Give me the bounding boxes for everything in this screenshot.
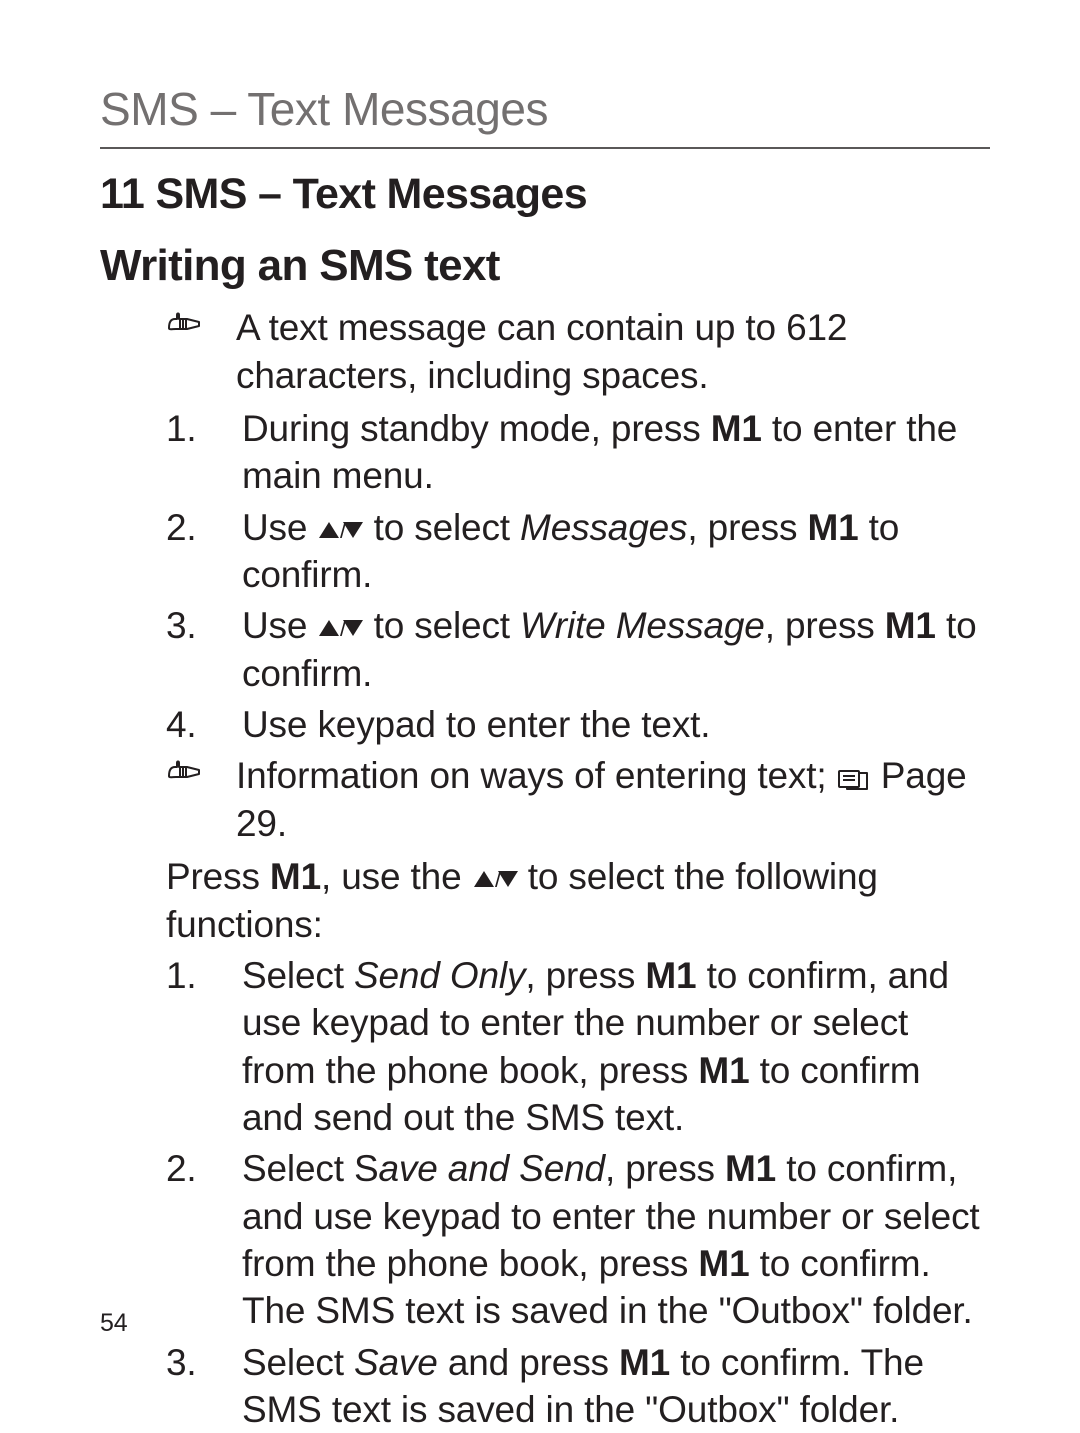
list-text: Use / to select Write Message, press M1 … [242,602,990,697]
text-run: Select S [242,1148,379,1189]
section-title: Writing an SMS text [100,238,990,294]
body-text: A text message can contain up to 612 cha… [100,304,990,1433]
note-block: A text message can contain up to 612 cha… [166,304,990,399]
key-label: M1 [711,408,762,449]
list-text: During standby mode, press M1 to enter t… [242,405,990,500]
text-run: , press [605,1148,725,1189]
list-item: 2. Select Save and Send, press M1 to con… [166,1145,990,1334]
list-number: 1. [166,952,242,1141]
list-text: Select Save and Send, press M1 to confir… [242,1145,990,1334]
text-run: , press [525,955,645,996]
text-run: Use [242,605,317,646]
chapter-name: SMS – Text Messages [155,170,586,218]
list-number: 2. [166,504,242,599]
menu-name: ave and Send [379,1148,605,1189]
svg-text:/: / [495,867,502,891]
list-text: Select Save and press M1 to confirm. The… [242,1339,990,1433]
key-label: M1 [885,605,936,646]
page-number: 54 [100,1307,128,1339]
list-item: 3. Use / to select Write Message, press … [166,602,990,697]
text-run: Information on ways of entering text; [236,755,837,796]
list-item: 2. Use / to select Messages, press M1 to… [166,504,990,599]
svg-text:/: / [340,616,347,640]
key-label: M1 [698,1243,749,1284]
list-number: 1. [166,405,242,500]
pointing-hand-icon [166,752,236,847]
list-item: 4. Use keypad to enter the text. [166,701,990,748]
up-down-arrows-icon: / [472,856,518,897]
key-label: M1 [270,856,321,897]
list-number: 3. [166,602,242,697]
up-down-arrows-icon: / [317,605,363,646]
page-ref-icon [837,755,871,796]
text-run: , use the [321,856,472,897]
list-text: Select Send Only, press M1 to confirm, a… [242,952,990,1141]
text-run: to select [363,605,520,646]
running-header: SMS – Text Messages [100,80,990,149]
note-block: Information on ways of entering text; Pa… [166,752,990,847]
key-label: M1 [725,1148,776,1189]
text-run: , press [765,605,885,646]
text-run: Select [242,955,354,996]
menu-name: Messages [520,507,687,548]
key-label: M1 [698,1050,749,1091]
list-text: Use / to select Messages, press M1 to co… [242,504,990,599]
menu-name: Write Message [520,605,765,646]
text-run: , press [687,507,807,548]
paragraph: Press M1, use the / to select the follow… [166,853,990,948]
list-text: Use keypad to enter the text. [242,701,990,748]
chapter-title: 11 SMS – Text Messages [100,167,990,222]
key-label: M1 [645,955,696,996]
text-run: During standby mode, press [242,408,711,449]
text-run: to select [363,507,520,548]
list-item: 3. Select Save and press M1 to confirm. … [166,1339,990,1433]
list-number: 2. [166,1145,242,1334]
note-text: A text message can contain up to 612 cha… [236,304,990,399]
svg-text:/: / [340,518,347,542]
list-item: 1. Select Send Only, press M1 to confirm… [166,952,990,1141]
note-text: Information on ways of entering text; Pa… [236,752,990,847]
manual-page: SMS – Text Messages 11 SMS – Text Messag… [0,0,1080,1395]
pointing-hand-icon [166,304,236,399]
menu-name: Save [354,1342,438,1383]
list-number: 3. [166,1339,242,1433]
menu-name: Send Only [354,955,525,996]
list-item: 1. During standby mode, press M1 to ente… [166,405,990,500]
text-run: and press [438,1342,619,1383]
text-run: Press [166,856,270,897]
key-label: M1 [807,507,858,548]
up-down-arrows-icon: / [317,507,363,548]
text-run: Select [242,1342,354,1383]
key-label: M1 [619,1342,670,1383]
list-number: 4. [166,701,242,748]
chapter-number: 11 [100,170,144,218]
text-run: Use [242,507,317,548]
